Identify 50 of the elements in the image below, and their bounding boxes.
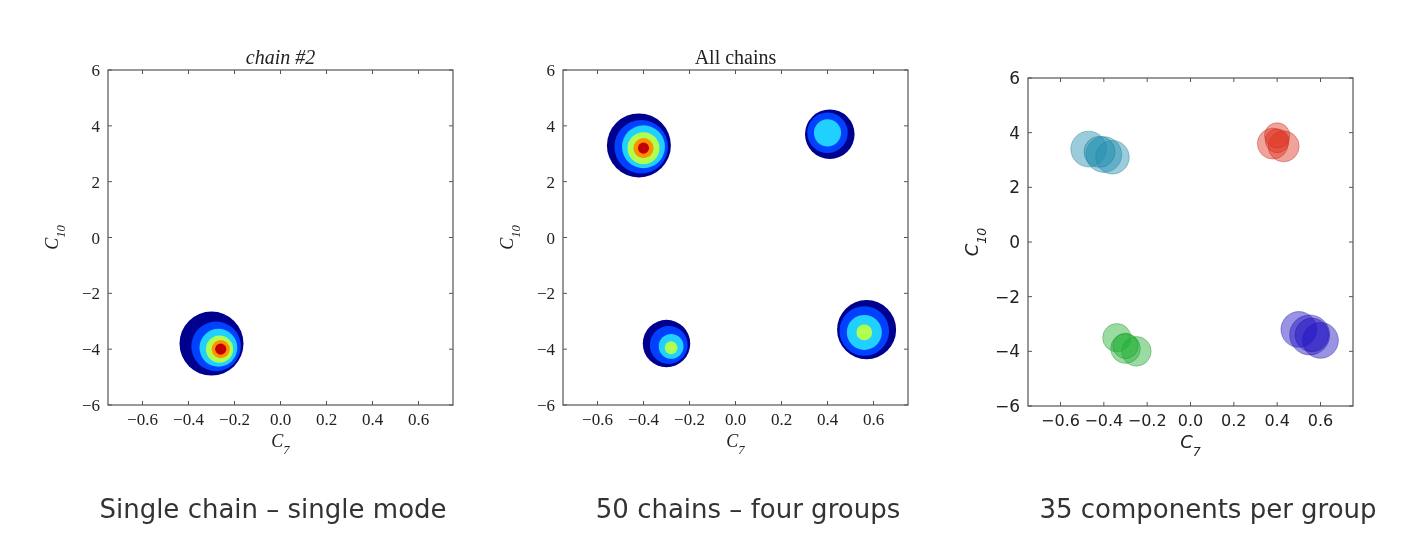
- y-tick-label: −6: [994, 396, 1020, 416]
- x-tick-label: 0.0: [269, 410, 292, 429]
- x-tick-label: 0.4: [1264, 411, 1290, 430]
- y-tick-label: 0: [546, 228, 555, 248]
- x-tick-label: 0.0: [724, 410, 747, 429]
- y-tick-label: −4: [81, 340, 101, 360]
- x-tick-label: 0.6: [862, 410, 885, 429]
- x-axis-title: C$_{7}$: [726, 431, 746, 457]
- x-tick-label: −0.4: [1084, 411, 1124, 430]
- y-tick-label: 6: [91, 61, 100, 80]
- x-tick-label: −0.6: [1041, 411, 1080, 430]
- x-tick-label: 0.4: [816, 410, 839, 429]
- x-tick-label: 0.2: [770, 410, 793, 429]
- x-tick-label: 0.2: [315, 410, 338, 429]
- x-axis-title: C$_{7}$: [271, 431, 291, 457]
- y-tick-label: −2: [81, 284, 100, 304]
- y-tick-label: −6: [81, 396, 100, 415]
- x-tick-label: −0.4: [628, 410, 660, 429]
- y-tick-label: 0: [1009, 232, 1020, 252]
- x-tick-label: 0.4: [361, 410, 384, 429]
- y-tick-label: 4: [1009, 122, 1020, 143]
- y-tick-label: 4: [546, 116, 556, 136]
- y-tick-label: 2: [546, 172, 555, 192]
- x-axis-title: C$_{7}$: [1180, 431, 1201, 459]
- y-tick-label: −4: [536, 340, 556, 360]
- y-tick-label: 2: [1009, 177, 1020, 198]
- y-tick-label: 6: [546, 61, 555, 80]
- x-tick-label: −0.4: [173, 410, 205, 429]
- x-tick-label: 0.6: [1307, 411, 1334, 430]
- x-tick-label: −0.2: [1127, 411, 1167, 430]
- y-tick-label: −2: [994, 286, 1020, 307]
- y-tick-label: 0: [91, 228, 100, 248]
- x-tick-label: 0.0: [1177, 411, 1204, 430]
- y-tick-label: 4: [91, 116, 101, 136]
- y-tick-label: 6: [1009, 68, 1020, 88]
- chart-title: chain #2: [245, 46, 316, 68]
- y-tick-label: 2: [91, 172, 100, 192]
- x-tick-label: −0.2: [674, 410, 705, 429]
- text: 50 chains – four groups: [595, 494, 901, 524]
- text: 35 components per group: [1039, 494, 1377, 524]
- x-tick-label: 0.6: [407, 410, 430, 429]
- x-tick-label: −0.6: [127, 410, 158, 429]
- x-tick-label: 0.2: [1221, 411, 1247, 430]
- y-tick-label: −6: [536, 396, 555, 415]
- x-tick-label: −0.2: [219, 410, 250, 429]
- text: Single chain – single mode: [99, 494, 447, 524]
- x-tick-label: −0.6: [582, 410, 613, 429]
- chart-title: All chains: [694, 46, 777, 68]
- y-tick-label: −2: [536, 284, 555, 304]
- y-tick-label: −4: [994, 341, 1020, 362]
